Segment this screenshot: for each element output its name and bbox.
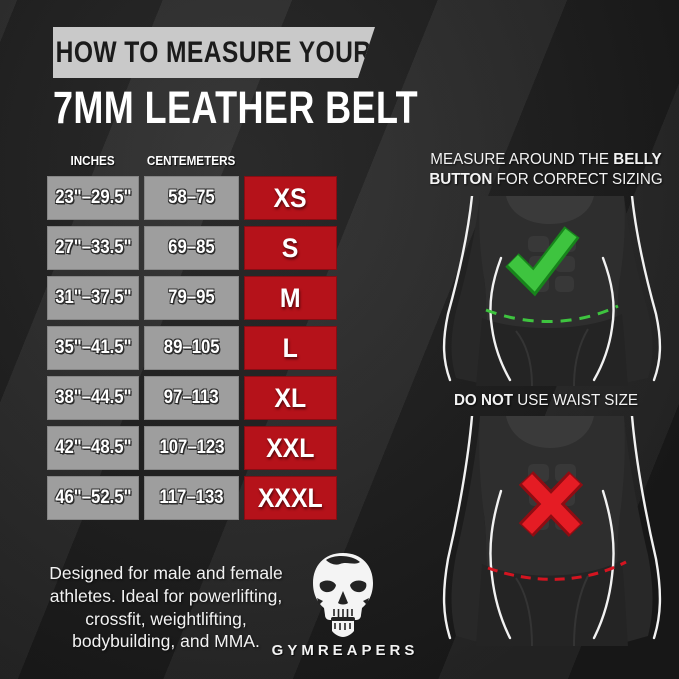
brand-wordmark: GYMREAPERS [271, 642, 419, 659]
waist-measure-dashed-line [487, 560, 627, 581]
body-outline [442, 416, 662, 640]
size-cell: S [244, 226, 337, 270]
green-check-icon [505, 226, 580, 297]
waist-warning: DO NOT USE WAIST SIZE [427, 391, 665, 411]
measure-instruction-pre: MEASURE AROUND THE [430, 151, 614, 168]
cm-cell: 117–133 [144, 476, 239, 520]
waist-warning-post: USE WAIST SIZE [513, 392, 639, 409]
size-cell: M [244, 276, 337, 320]
size-cell: XL [244, 376, 337, 420]
inches-cell: 35"–41.5" [47, 326, 139, 370]
column-header-size [244, 150, 337, 170]
measure-instruction-emphasis: BELLY BUTTON [429, 151, 662, 189]
incorrect-measurement-illustration [428, 416, 676, 646]
red-x-icon [518, 471, 584, 537]
inches-cell: 31"–37.5" [47, 276, 139, 320]
torso-front-illustration [442, 196, 662, 386]
inches-cell: 46"–52.5" [47, 476, 139, 520]
cm-cell: 107–123 [144, 426, 239, 470]
skull-icon [307, 551, 379, 639]
belly-measure-dashed-line [485, 304, 619, 323]
correct-measurement-illustration [428, 196, 676, 386]
measure-instruction: MEASURE AROUND THE BELLY BUTTON FOR CORR… [427, 150, 665, 191]
page-title: 7MM LEATHER BELT [53, 82, 419, 133]
inches-cell: 27"–33.5" [47, 226, 139, 270]
size-cell: XXL [244, 426, 337, 470]
size-cell: XS [244, 176, 337, 220]
header-banner: HOW TO MEASURE YOUR [53, 27, 375, 78]
measure-instruction-post: FOR CORRECT SIZING [492, 171, 663, 189]
cm-cell: 69–85 [144, 226, 239, 270]
size-cell: L [244, 326, 337, 370]
inches-cell: 42"–48.5" [47, 426, 139, 470]
cm-cell: 79–95 [144, 276, 239, 320]
cm-cell: 97–113 [144, 376, 239, 420]
column-header-centimeters: CENTEMETERS [147, 152, 236, 168]
size-cell: XXXL [244, 476, 337, 520]
cm-cell: 89–105 [144, 326, 239, 370]
body-outline [442, 196, 662, 382]
torso-front-illustration [442, 416, 662, 646]
column-header-inches: INCHES [70, 152, 116, 168]
cm-cell: 58–75 [144, 176, 239, 220]
inches-cell: 23"–29.5" [47, 176, 139, 220]
inches-cell: 38"–44.5" [47, 376, 139, 420]
product-description: Designed for male and female athletes. I… [49, 563, 283, 652]
waist-warning-emphasis: DO NOT [453, 392, 514, 409]
banner-text: HOW TO MEASURE YOUR [56, 35, 372, 69]
size-chart-table: INCHES CENTEMETERS 23"–29.5" 58–75 XS 27… [47, 150, 337, 520]
